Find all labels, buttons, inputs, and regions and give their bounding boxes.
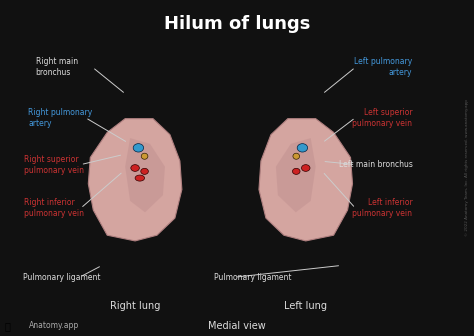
Polygon shape — [276, 138, 316, 212]
Text: Right pulmonary
artery: Right pulmonary artery — [28, 108, 93, 128]
Text: Right lung: Right lung — [110, 301, 160, 311]
Polygon shape — [259, 119, 353, 241]
Text: Left pulmonary
artery: Left pulmonary artery — [354, 57, 412, 77]
Polygon shape — [125, 138, 165, 212]
Ellipse shape — [141, 168, 148, 174]
Text: Left inferior
pulmonary vein: Left inferior pulmonary vein — [352, 198, 412, 218]
Text: Right main
bronchus: Right main bronchus — [36, 57, 78, 77]
Ellipse shape — [131, 165, 139, 171]
Text: Pulmonary ligament: Pulmonary ligament — [23, 273, 100, 282]
Ellipse shape — [293, 153, 300, 159]
Ellipse shape — [297, 144, 308, 152]
Ellipse shape — [301, 165, 310, 171]
Text: Hilum of lungs: Hilum of lungs — [164, 15, 310, 33]
Text: Pulmonary ligament: Pulmonary ligament — [214, 273, 292, 282]
Ellipse shape — [141, 153, 148, 159]
Text: Left lung: Left lung — [284, 301, 327, 311]
Ellipse shape — [292, 168, 300, 174]
Text: Medial view: Medial view — [208, 321, 266, 331]
Polygon shape — [88, 119, 182, 241]
Text: Left superior
pulmonary vein: Left superior pulmonary vein — [352, 108, 412, 128]
Text: Anatomy.app: Anatomy.app — [28, 322, 79, 330]
Text: Left main bronchus: Left main bronchus — [338, 160, 412, 169]
Text: © 2022 Anatomy Team, Inc. All rights reserved. www.anatomy.app: © 2022 Anatomy Team, Inc. All rights res… — [465, 99, 469, 237]
Ellipse shape — [135, 175, 145, 181]
Ellipse shape — [133, 144, 144, 152]
Text: Right superior
pulmonary vein: Right superior pulmonary vein — [24, 155, 84, 175]
Text: Right inferior
pulmonary vein: Right inferior pulmonary vein — [24, 198, 84, 218]
Text: 🧠: 🧠 — [5, 321, 10, 331]
